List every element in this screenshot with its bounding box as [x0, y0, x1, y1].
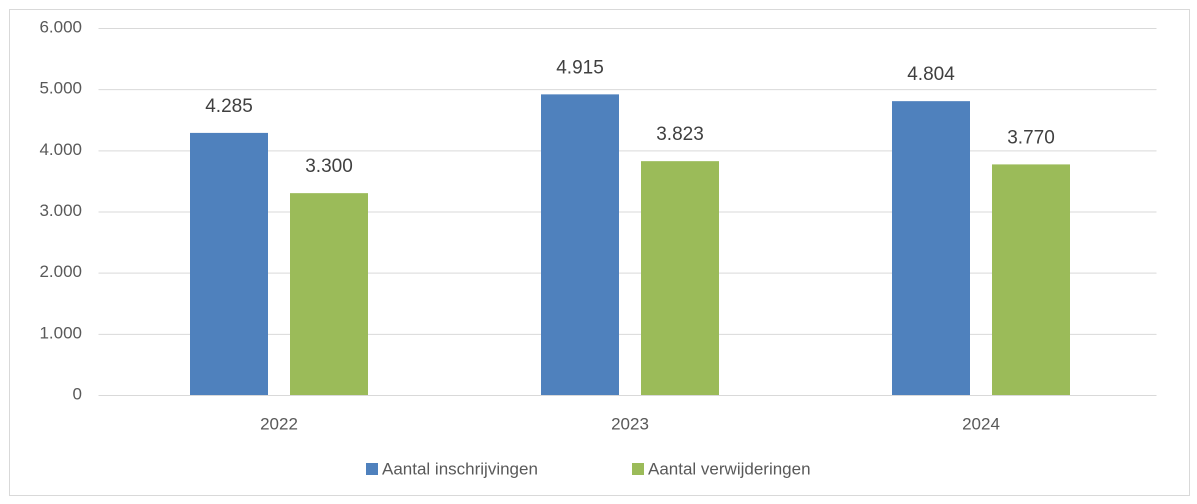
- y-tick-label: 2.000: [39, 262, 82, 281]
- bar: [641, 161, 719, 395]
- legend-label: Aantal inschrijvingen: [382, 459, 538, 478]
- y-tick-label: 3.000: [39, 201, 82, 220]
- y-tick-label: 5.000: [39, 79, 82, 98]
- x-tick-label: 2022: [260, 414, 298, 433]
- data-label: 3.770: [1007, 127, 1055, 148]
- y-tick-label: 4.000: [39, 140, 82, 159]
- data-label: 3.300: [305, 156, 353, 177]
- data-label: 3.823: [656, 124, 704, 145]
- bar: [290, 193, 368, 395]
- bar: [541, 94, 619, 395]
- bar: [892, 101, 970, 395]
- y-tick-label: 1.000: [39, 323, 82, 342]
- x-tick-label: 2023: [611, 414, 649, 433]
- data-label: 4.804: [907, 64, 955, 85]
- data-label: 4.915: [556, 57, 604, 78]
- data-label: 4.285: [205, 96, 253, 117]
- y-tick-label: 6.000: [39, 17, 82, 36]
- legend-swatch: [366, 463, 378, 475]
- bar: [992, 164, 1070, 395]
- legend-swatch: [632, 463, 644, 475]
- x-tick-label: 2024: [962, 414, 1000, 433]
- bar: [190, 132, 268, 396]
- y-tick-label: 0: [73, 384, 82, 403]
- legend-label: Aantal verwijderingen: [648, 459, 811, 478]
